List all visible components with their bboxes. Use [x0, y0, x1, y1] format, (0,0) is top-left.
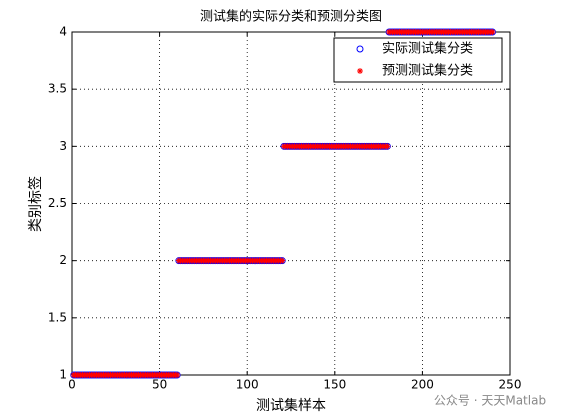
- point: [489, 29, 496, 35]
- x-tick-label: 50: [152, 378, 167, 392]
- legend-marker: [356, 45, 364, 53]
- y-tick-label: 1.5: [48, 310, 67, 324]
- x-axis-label: 测试集样本: [256, 397, 326, 414]
- chart-title: 测试集的实际分类和预测分类图: [200, 9, 382, 25]
- x-tick-label: 100: [236, 378, 259, 392]
- watermark: 公众号 · 天天Matlab: [434, 394, 546, 408]
- x-tick-label: 0: [68, 378, 76, 392]
- legend-label: 预测测试集分类: [382, 63, 473, 79]
- point: [279, 257, 286, 264]
- y-tick-label: 2: [59, 253, 67, 267]
- point: [174, 372, 181, 378]
- y-axis-label: 类别标签: [27, 176, 44, 232]
- x-tick-label: 250: [499, 378, 522, 392]
- legend-marker: [357, 68, 363, 74]
- legend-box: [333, 37, 503, 83]
- x-tick-label: 200: [411, 378, 434, 392]
- y-tick-label: 3: [59, 139, 67, 153]
- legend-label: 实际测试集分类: [382, 41, 473, 57]
- y-tick-label: 4: [59, 25, 67, 39]
- x-tick-label: 150: [323, 378, 346, 392]
- y-tick-label: 1: [59, 368, 67, 382]
- point: [384, 143, 391, 150]
- plot-frame: [71, 31, 511, 376]
- y-tick-label: 2.5: [48, 196, 67, 210]
- y-tick-label: 3.5: [48, 82, 67, 96]
